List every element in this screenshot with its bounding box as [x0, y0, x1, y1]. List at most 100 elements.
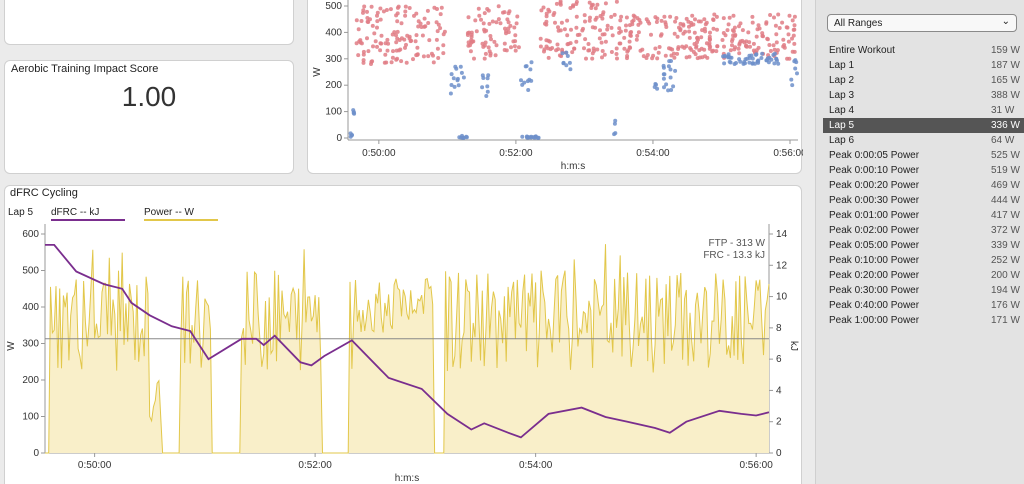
scatter-point	[708, 30, 712, 35]
range-item[interactable]: Peak 0:10:00 Power 252 W	[823, 253, 1024, 268]
range-item[interactable]: Peak 0:02:00 Power 372 W	[823, 223, 1024, 238]
scatter-point	[773, 23, 778, 28]
scatter-point	[646, 19, 650, 24]
range-item[interactable]: Lap 6 64 W	[823, 133, 1024, 148]
scatter-point	[482, 56, 487, 61]
scatter-point	[494, 20, 499, 25]
scatter-point	[418, 21, 423, 26]
scatter-point	[506, 20, 511, 25]
scatter-point	[645, 53, 650, 57]
aerobic-impact-panel: Aerobic Training Impact Score 1.00	[4, 60, 294, 174]
range-item[interactable]: Peak 0:05:00 Power 339 W	[823, 238, 1024, 253]
scatter-point	[385, 48, 390, 53]
range-item[interactable]: Peak 0:20:00 Power 200 W	[823, 268, 1024, 283]
scatter-point	[726, 22, 731, 27]
scatter-point	[675, 34, 680, 39]
scatter-point	[617, 30, 622, 35]
range-item[interactable]: Lap 3 388 W	[823, 88, 1024, 103]
scatter-point	[733, 33, 738, 37]
scatter-point	[668, 67, 673, 72]
scatter-point	[582, 13, 587, 18]
scatter-point	[755, 59, 760, 64]
scatter-point	[538, 44, 543, 49]
range-label: Peak 0:00:30 Power	[829, 195, 920, 206]
range-label: Peak 0:30:00 Power	[829, 285, 920, 296]
scatter-point	[669, 88, 674, 92]
scatter-point	[793, 66, 798, 71]
scatter-point	[790, 83, 795, 88]
scatter-point	[580, 28, 585, 33]
scatter-point	[599, 40, 604, 45]
scatter-point	[655, 56, 660, 61]
scatter-point	[627, 39, 632, 44]
scatter-point	[721, 16, 726, 21]
scatter-point	[357, 39, 362, 44]
scatter-point	[768, 49, 773, 53]
range-item[interactable]: Peak 0:00:20 Power 469 W	[823, 178, 1024, 193]
scatter-point	[482, 11, 487, 16]
range-item[interactable]: Entire Workout 159 W	[823, 43, 1024, 58]
range-value: 469 W	[991, 180, 1020, 191]
x-tick-label: 0:50:00	[78, 460, 112, 471]
dfrc-line	[45, 244, 770, 439]
range-item[interactable]: Peak 0:40:00 Power 176 W	[823, 298, 1024, 313]
range-item[interactable]: Lap 2 165 W	[823, 73, 1024, 88]
scatter-point	[375, 19, 380, 24]
scatter-point	[760, 31, 765, 36]
scatter-point	[546, 55, 551, 60]
scatter-point	[641, 54, 646, 59]
scatter-point	[771, 52, 776, 57]
scatter-point	[703, 22, 708, 27]
scatter-point	[617, 26, 622, 31]
scatter-point	[654, 82, 658, 87]
range-item[interactable]: Peak 0:00:30 Power 444 W	[823, 193, 1024, 208]
scatter-point	[512, 25, 517, 30]
range-item[interactable]: Lap 4 31 W	[823, 103, 1024, 118]
scatter-point	[550, 46, 555, 50]
scatter-point	[361, 58, 366, 63]
scatter-point	[558, 0, 563, 4]
scatter-point	[482, 27, 487, 32]
scatter-point	[448, 91, 453, 96]
scatter-point	[750, 20, 755, 25]
scatter-point	[544, 11, 549, 16]
scatter-point	[622, 35, 627, 40]
range-item[interactable]: Peak 0:00:05 Power 525 W	[823, 148, 1024, 163]
scatter-point	[730, 39, 734, 44]
scatter-point	[481, 44, 486, 49]
y-tick-label: 0	[336, 133, 342, 144]
scatter-point	[586, 42, 591, 46]
scatter-point	[485, 7, 490, 11]
scatter-point	[452, 84, 457, 89]
range-item[interactable]: Peak 0:00:10 Power 519 W	[823, 163, 1024, 178]
range-item[interactable]: Peak 0:01:00 Power 417 W	[823, 208, 1024, 223]
range-label: Lap 2	[829, 75, 855, 86]
range-item[interactable]: Lap 5 336 W	[823, 118, 1024, 133]
range-item[interactable]: Peak 0:30:00 Power 194 W	[823, 283, 1024, 298]
x-tick-label: 0:52:00	[499, 148, 533, 159]
scatter-point	[774, 32, 779, 37]
power-scatter-chart: 500 400 300 200 100 0 0:50:00 0:52:00 0:54:00 0:5…	[312, 0, 803, 172]
scatter-point	[483, 40, 488, 45]
range-select[interactable]: All Ranges ⌄	[827, 14, 1017, 32]
range-label: Peak 0:00:10 Power	[829, 165, 920, 176]
scatter-point	[734, 61, 738, 65]
scatter-point	[587, 18, 592, 23]
scatter-point	[485, 89, 490, 94]
range-item[interactable]: Lap 1 187 W	[823, 58, 1024, 73]
range-item[interactable]: Peak 1:00:00 Power 171 W	[823, 313, 1024, 328]
scatter-point	[731, 13, 736, 18]
scatter-point	[733, 45, 738, 50]
y-tick-label: 300	[325, 54, 342, 65]
scatter-point	[662, 85, 666, 90]
scatter-point	[789, 77, 794, 82]
scatter-point	[391, 49, 395, 54]
range-label: Peak 0:00:20 Power	[829, 180, 920, 191]
scatter-point	[375, 10, 380, 15]
scatter-point	[395, 19, 400, 24]
scatter-point	[560, 51, 565, 56]
scatter-point	[791, 27, 796, 32]
scatter-point	[732, 25, 737, 30]
scatter-point	[619, 14, 624, 19]
scatter-point	[603, 1, 608, 6]
